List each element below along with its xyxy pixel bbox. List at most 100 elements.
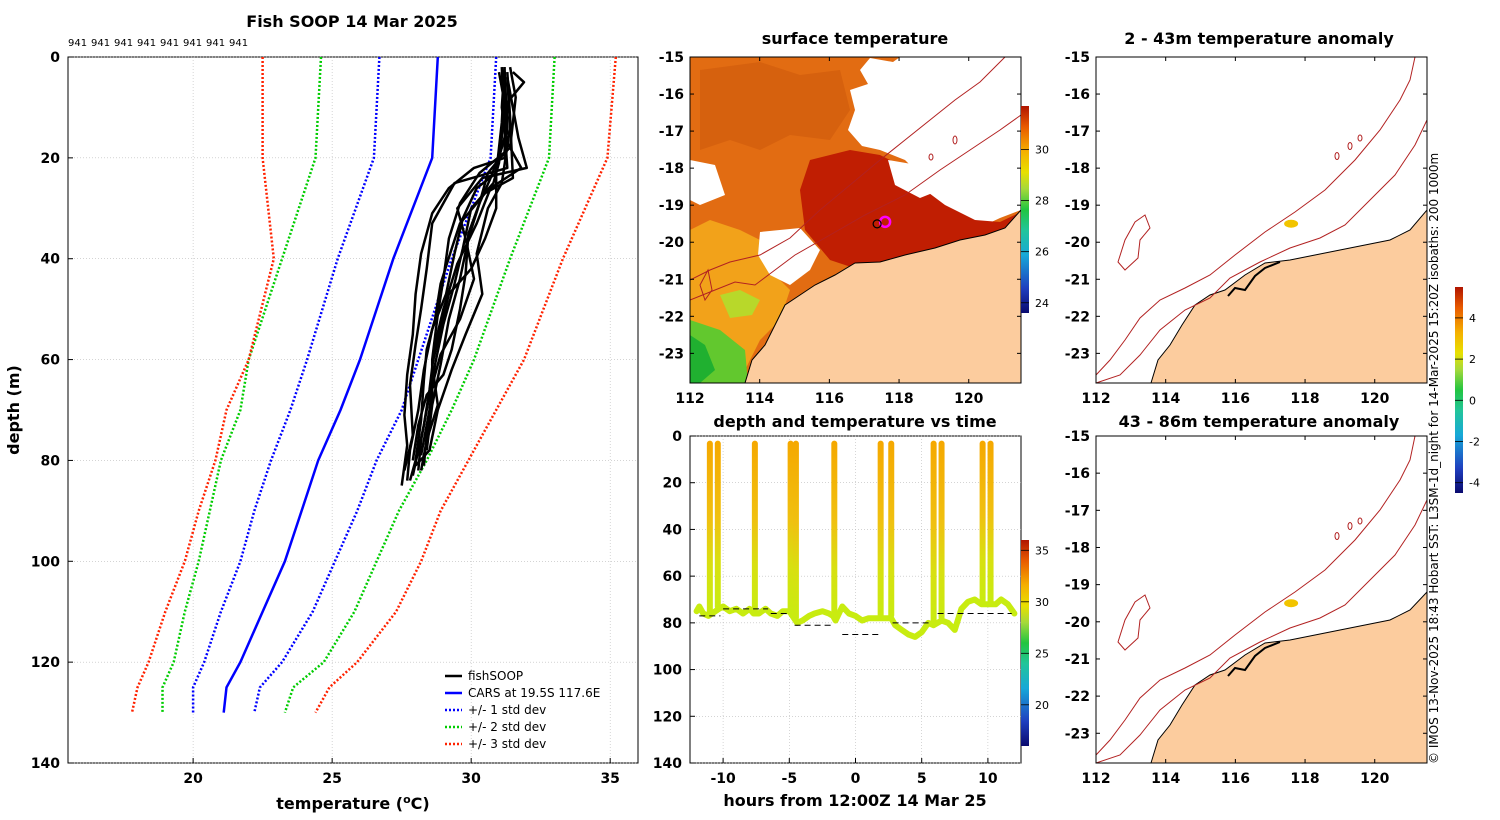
dive-ytick-label: 40 (663, 522, 683, 538)
profile-xtick-label: 30 (461, 771, 481, 787)
top-label: 941 (137, 38, 156, 49)
dive-column (787, 440, 794, 614)
anomaly-upper-xtick-label: 120 (1360, 391, 1389, 407)
sst-ticks: 112 114 116 118 120 -15 -16 -17 -18 -19 -20 -21 -22 -… (659, 50, 1021, 407)
sst-isobath-200 (690, 114, 1021, 301)
anomaly-upper-content (1096, 57, 1427, 383)
fishsoop-profile (405, 72, 506, 481)
anomaly-upper-xtick-label: 116 (1221, 391, 1250, 407)
dive-bottom-track (693, 596, 1018, 640)
dive-column (979, 440, 986, 605)
fishsoop-profile (414, 77, 512, 467)
anomaly-upper-xtick-label: 114 (1151, 391, 1180, 407)
dive-ytick-label: 140 (653, 756, 682, 772)
dive-column (938, 440, 945, 621)
sst-ytick-label: -22 (659, 309, 684, 325)
sst-xtick-label: 120 (954, 391, 983, 407)
sst-cool-edge (690, 335, 715, 383)
sst-cb-label: 24 (1035, 297, 1049, 310)
anomaly-lower-ytick-label: -20 (1065, 615, 1091, 631)
dive-data (693, 440, 1018, 640)
dive-ytick-label: 20 (663, 476, 683, 492)
anomaly-cb-label: -4 (1469, 477, 1480, 490)
anomaly-lower-panel: 112 114 116 118 120-15-16-17-18-19-20-21-22-… (1065, 287, 1480, 787)
sst-cloud-gap-2 (888, 160, 940, 198)
dive-cb-label: 20 (1035, 699, 1049, 712)
anomaly-cb-label: -2 (1469, 436, 1480, 449)
sst-ytick-label: -21 (659, 272, 684, 288)
anomaly-lower-ytick-label: -22 (1065, 689, 1090, 705)
anomaly-upper-xtick-label: 112 (1081, 391, 1110, 407)
sst-map-content (690, 57, 1021, 383)
sst-ytick-label: -20 (659, 235, 685, 251)
profile-ytick-label: 60 (41, 353, 61, 369)
anomaly-lower-reef-3 (1357, 517, 1363, 525)
sst-xtick-label: 116 (815, 391, 844, 407)
anomaly-lower-content (1096, 436, 1427, 763)
anomaly-upper-ytick-label: -20 (1065, 235, 1091, 251)
dive-xlabel: hours from 12:00Z 14 Mar 25 (723, 791, 986, 810)
anomaly-upper-ytick-label: -19 (1065, 198, 1090, 214)
profile-ytick-label: 120 (31, 655, 60, 671)
profile-series (130, 57, 618, 714)
anomaly-lower-ytick-label: -18 (1065, 540, 1090, 556)
profile-ylabel: depth (m) (4, 365, 23, 455)
anomaly-upper-ytick-label: -22 (1065, 309, 1090, 325)
profile-ytick-label: 20 (41, 151, 61, 167)
dive-title: depth and temperature vs time (713, 412, 996, 431)
sst-cb-label: 28 (1035, 195, 1049, 208)
dive-xtick-label: -5 (782, 771, 798, 787)
vessel-track-marker (872, 219, 882, 229)
anomaly-lower-title: 43 - 86m temperature anomaly (1119, 412, 1400, 431)
top-labels: 941 941 941 941 941 941 941 941 (68, 38, 248, 49)
sst-land (744, 209, 1021, 383)
dive-ytick-label: 80 (663, 616, 683, 632)
sst-ytick-label: -23 (659, 346, 684, 362)
anomaly-lower-island (1117, 594, 1151, 651)
profile-xtick-label: 25 (322, 771, 341, 787)
dive-xtick-label: 10 (978, 771, 998, 787)
profile-grid (68, 56, 638, 764)
series-cars-mean (222, 57, 440, 713)
anomaly-lower-land (1150, 591, 1427, 763)
profile-ytick-label: 140 (31, 756, 60, 772)
dive-colorbar (1021, 540, 1029, 746)
sst-island (699, 268, 713, 302)
legend: fishSOOP CARS at 19.5S 117.6E +/- 1 std … (445, 669, 600, 751)
top-label: 941 (206, 38, 225, 49)
sst-mid-patch (720, 290, 760, 318)
series-cars-2sd (161, 57, 323, 713)
profile-xtick-label: 35 (600, 771, 619, 787)
dive-cb-label: 30 (1035, 596, 1049, 609)
anomaly-lower-xtick-label: 116 (1221, 771, 1250, 787)
profile-xtick-label: 20 (183, 771, 203, 787)
top-label: 941 (91, 38, 110, 49)
sst-colorbar (1021, 106, 1029, 313)
anomaly-upper-island (1117, 214, 1151, 271)
anomaly-lower-marker (1284, 599, 1299, 608)
profile-xlabel: temperature (oC) (276, 793, 429, 814)
anomaly-upper-xtick-label: 118 (1290, 391, 1319, 407)
sst-ytick-label: -15 (659, 50, 684, 66)
anomaly-lower-ticks: 112 114 116 118 120 -15 -16 -17 -18 -19 -20 -21 -22 -… (1065, 429, 1427, 787)
dive-column (792, 440, 799, 621)
anomaly-cb-label: 2 (1469, 353, 1476, 366)
profile-axes-box (67, 56, 639, 764)
anomaly-upper-panel: 112 114 116 118 120 -15 -16 -17 -18 -19 -20 -21 -22 -… (1065, 29, 1428, 407)
anomaly-lower-ytick-label: -19 (1065, 578, 1090, 594)
anomaly-lower-ytick-label: -16 (1065, 466, 1090, 482)
sst-cb-label: 26 (1035, 246, 1049, 259)
dive-column (831, 440, 838, 619)
profile-ticks: 20 25 30 35 0 20 40 60 80 100 120 140 (31, 50, 620, 787)
anomaly-upper-marker (1284, 219, 1299, 228)
series-cars-1sd (253, 57, 498, 713)
anomaly-upper-title: 2 - 43m temperature anomaly (1124, 29, 1394, 48)
profile-panel: 20 25 30 35 0 20 40 60 80 100 120 140 Fish SOOP 14 … (4, 12, 639, 814)
sst-map-panel: 112 114 116 118 120 -15 -16 -17 -18 -19 -20 -21 -22 -… (659, 29, 1049, 407)
anomaly-upper-isobath-1000 (1096, 57, 1416, 376)
dive-xtick-label: 5 (917, 771, 927, 787)
anomaly-lower-ytick-label: -15 (1065, 429, 1090, 445)
sst-reef-2 (928, 153, 934, 161)
